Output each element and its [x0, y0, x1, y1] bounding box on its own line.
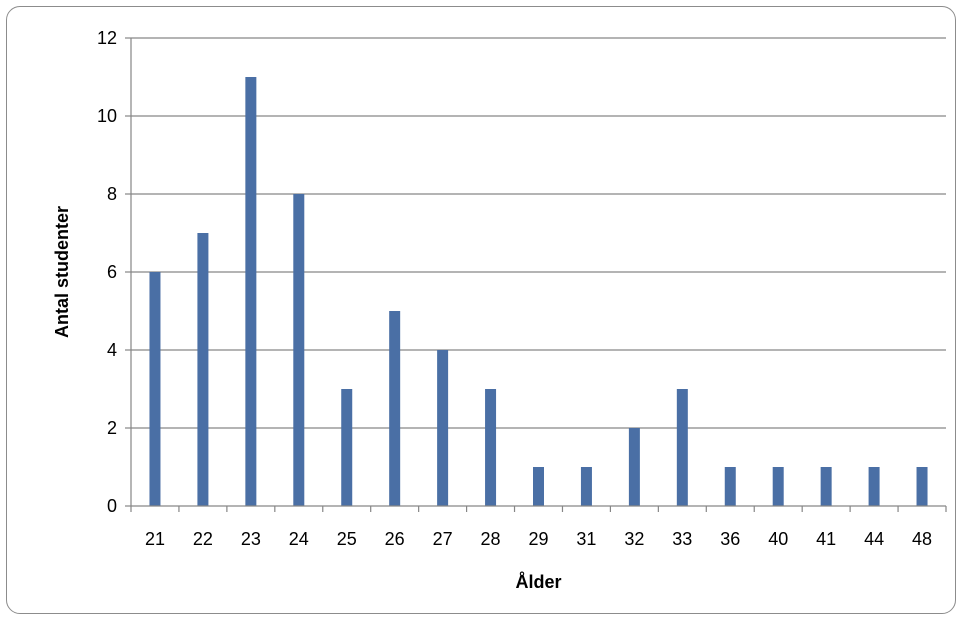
- bar-40: [772, 467, 784, 506]
- axes: [125, 37, 947, 512]
- gridlines: [131, 37, 946, 429]
- y-axis-title: Antal studenter: [52, 206, 72, 338]
- bar-41: [820, 467, 832, 506]
- y-tick-label: 12: [97, 28, 117, 48]
- y-tick-labels: 0 2 4 6 8 10 12: [97, 28, 117, 516]
- x-tick-label: 41: [816, 529, 836, 549]
- x-tick-label: 44: [864, 529, 884, 549]
- y-tick-label: 10: [97, 106, 117, 126]
- x-tick-label: 21: [145, 529, 165, 549]
- bar-36: [724, 467, 736, 506]
- bar-29: [533, 467, 544, 506]
- x-tick-label: 27: [433, 529, 453, 549]
- x-tick-label: 31: [576, 529, 596, 549]
- x-tick-label: 25: [337, 529, 357, 549]
- bar-22: [197, 233, 209, 506]
- x-tick-labels: 21 22 23 24 25 26 27 28 29 31 32 33 36 40 41 44 48: [145, 529, 932, 549]
- x-tick-label: 36: [720, 529, 740, 549]
- x-tick-label: 26: [385, 529, 405, 549]
- bar-23: [245, 77, 257, 506]
- x-tick-label: 24: [289, 529, 309, 549]
- x-tick-label: 33: [672, 529, 692, 549]
- bar-32: [628, 428, 640, 506]
- bar-27: [437, 350, 449, 506]
- bar-24: [293, 194, 305, 506]
- y-tick-label: 4: [107, 340, 117, 360]
- x-tick-label: 23: [241, 529, 261, 549]
- x-axis-title: Ålder: [515, 572, 561, 592]
- x-tick-label: 40: [768, 529, 788, 549]
- x-tick-label: 29: [528, 529, 548, 549]
- bar-48: [916, 467, 928, 506]
- y-tick-label: 0: [107, 496, 117, 516]
- y-tick-label: 6: [107, 262, 117, 282]
- y-tick-label: 2: [107, 418, 117, 438]
- bar-21: [149, 272, 161, 506]
- x-tick-label: 32: [624, 529, 644, 549]
- bar-25: [341, 389, 353, 506]
- bars: [149, 77, 928, 506]
- x-tick-label: 22: [193, 529, 213, 549]
- bar-44: [868, 467, 880, 506]
- chart-frame: [6, 6, 956, 614]
- y-tick-label: 8: [107, 184, 117, 204]
- bar-33: [676, 389, 688, 506]
- bar-26: [389, 311, 401, 506]
- bar-28: [485, 389, 497, 506]
- x-tick-label: 28: [481, 529, 501, 549]
- x-tick-label: 48: [912, 529, 932, 549]
- bar-31: [580, 467, 592, 506]
